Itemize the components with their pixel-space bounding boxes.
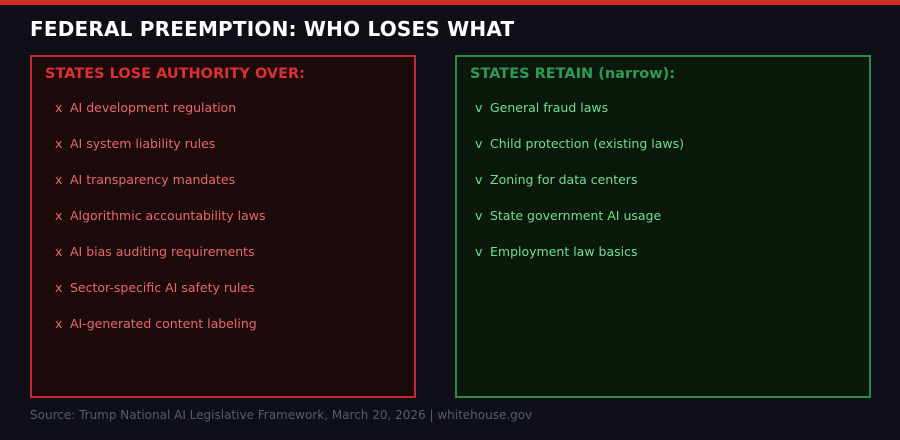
item-marker: v xyxy=(475,172,483,187)
item-text: AI development regulation xyxy=(70,100,237,115)
item-text: AI bias auditing requirements xyxy=(70,244,255,259)
panel-title: STATES LOSE AUTHORITY OVER: xyxy=(45,66,305,82)
panel-title: STATES RETAIN (narrow): xyxy=(470,66,676,82)
item-marker: x xyxy=(55,316,63,331)
item-text: AI system liability rules xyxy=(70,136,216,151)
item-text: State government AI usage xyxy=(490,208,662,223)
item-text: Algorithmic accountability laws xyxy=(70,208,266,223)
item-marker: x xyxy=(55,208,63,223)
item-text: AI-generated content labeling xyxy=(70,316,257,331)
item-marker: v xyxy=(475,244,483,259)
item-text: Sector-specific AI safety rules xyxy=(70,280,255,295)
item-text: Employment law basics xyxy=(490,244,638,259)
title: FEDERAL PREEMPTION: WHO LOSES WHAT xyxy=(30,17,515,41)
item-marker: x xyxy=(55,244,63,259)
item-text: Zoning for data centers xyxy=(490,172,638,187)
item-text: Child protection (existing laws) xyxy=(490,136,685,151)
top-bar xyxy=(0,0,900,5)
item-marker: x xyxy=(55,172,63,187)
item-marker: v xyxy=(475,100,483,115)
item-text: General fraud laws xyxy=(490,100,609,115)
retain-panel: STATES RETAIN (narrow): v General fraud l… xyxy=(455,55,871,398)
item-marker: x xyxy=(55,136,63,151)
lose-panel: STATES LOSE AUTHORITY OVER: x AI developm… xyxy=(30,55,416,398)
item-text: AI transparency mandates xyxy=(70,172,236,187)
item-marker: v xyxy=(475,136,483,151)
source: Source: Trump National AI Legislative Fr… xyxy=(30,408,533,422)
item-marker: x xyxy=(55,280,63,295)
item-marker: x xyxy=(55,100,63,115)
item-marker: v xyxy=(475,208,483,223)
